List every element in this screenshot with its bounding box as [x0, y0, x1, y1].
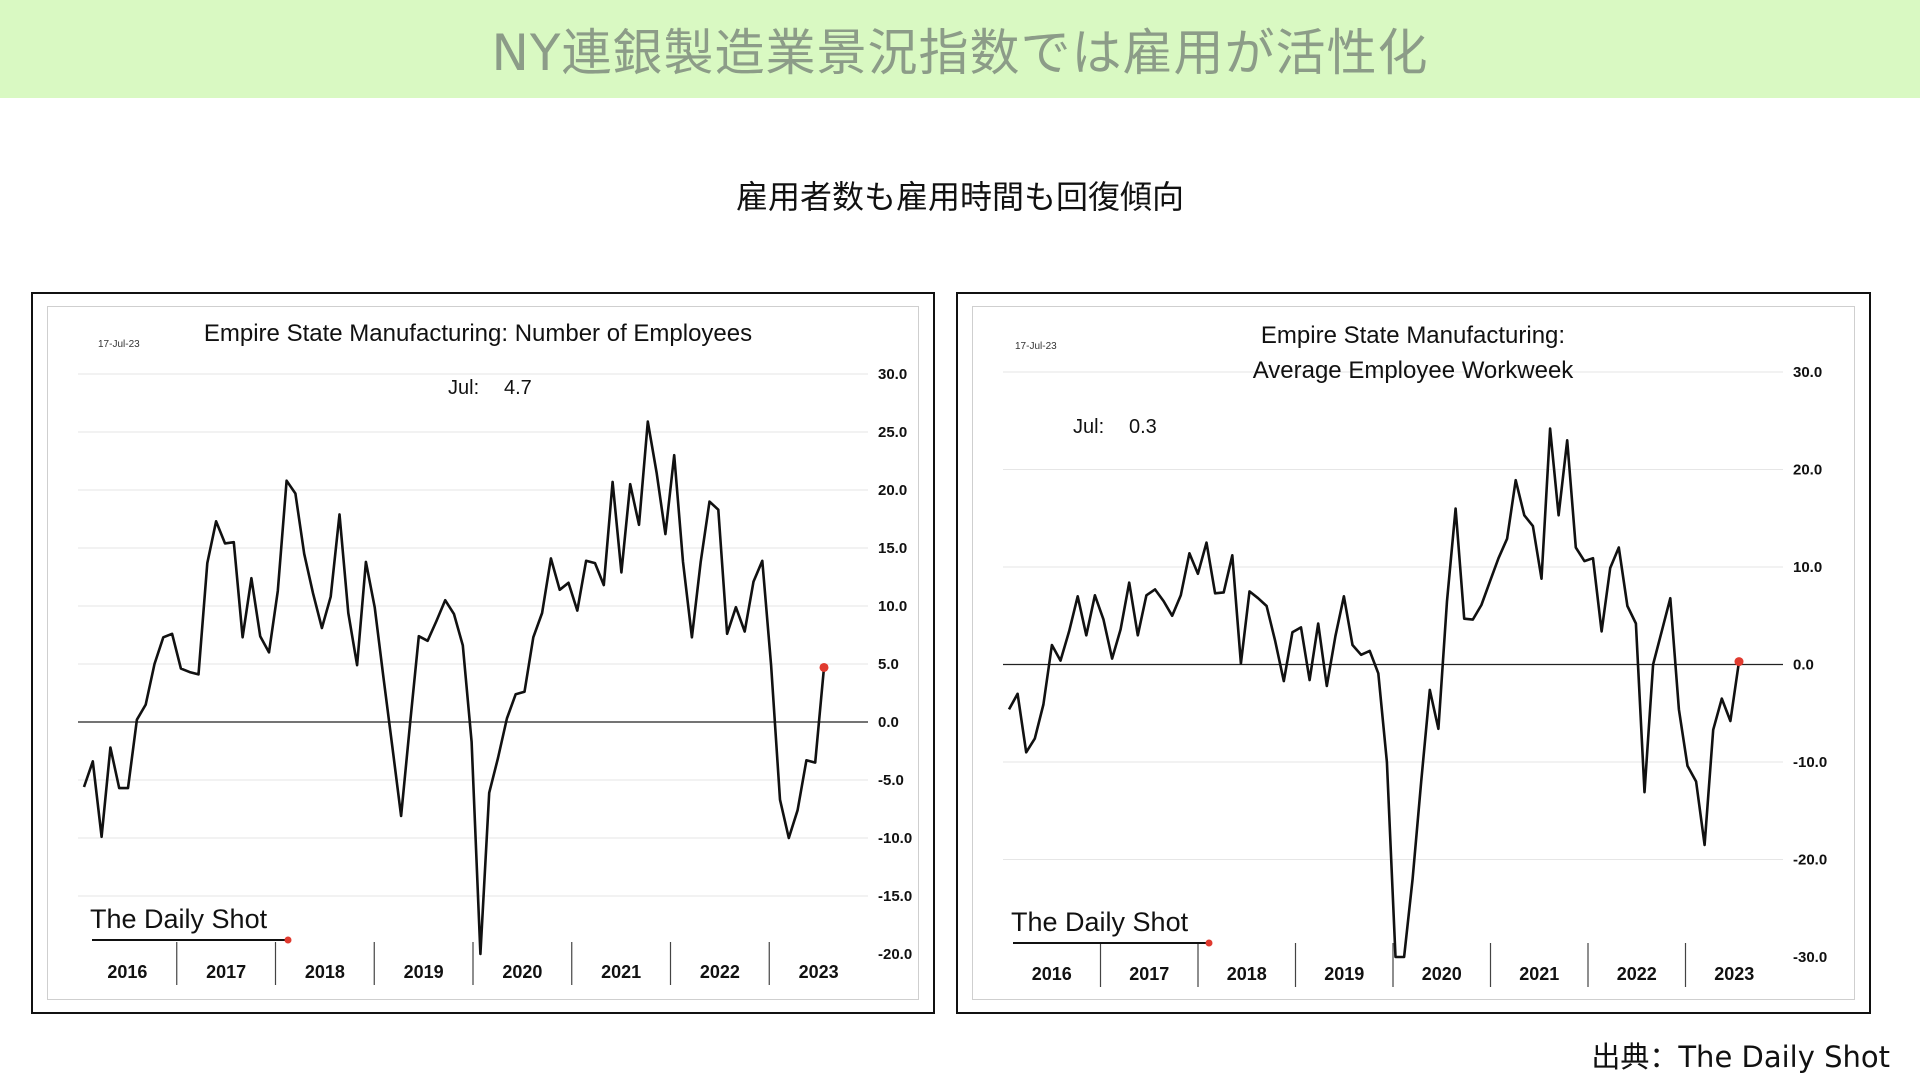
chart-frame-workweek: 30.0 20.0 10.0 0.0 -10.0 -20.0 -30.0 2016 2017 20…	[956, 292, 1871, 1014]
workweek-chart: 30.0 20.0 10.0 0.0 -10.0 -20.0 -30.0 2016 2017 20…	[1003, 322, 1827, 987]
y-tick-label: 0.0	[878, 714, 899, 731]
y-tick-label: 30.0	[1793, 364, 1822, 381]
y-tick-label: 20.0	[878, 482, 907, 499]
daily-shot-logo: The Daily Shot	[1011, 907, 1189, 937]
y-tick-label: -10.0	[1793, 754, 1827, 771]
page-subtitle: 雇用者数も雇用時間も回復傾向	[735, 178, 1184, 216]
y-tick-label: 15.0	[878, 540, 907, 557]
y-tick-label: -30.0	[1793, 949, 1827, 966]
chart-title: Empire State Manufacturing: Number of Em…	[204, 320, 752, 347]
y-tick-label: -15.0	[878, 888, 912, 905]
series-line	[1007, 427, 1741, 959]
annotation-value: 4.7	[504, 377, 532, 399]
title-banner: NY連銀製造業景況指数では雇用が活性化	[0, 0, 1920, 98]
source-credit: 出典：The Daily Shot	[1591, 1040, 1890, 1074]
chart-date: 17-Jul-23	[98, 339, 140, 350]
chart-frame-employees: 30.0 25.0 20.0 15.0 10.0 5.0 0.0 -5.0 -10.0 -15.0…	[31, 292, 935, 1014]
annotation-value: 0.3	[1129, 416, 1157, 438]
y-tick-label: 25.0	[878, 424, 907, 441]
last-point-marker	[1734, 657, 1744, 667]
chart-title: Average Employee Workweek	[1253, 357, 1575, 384]
last-point-marker	[819, 662, 829, 672]
page-title: NY連銀製造業景況指数では雇用が活性化	[491, 24, 1429, 82]
y-tick-label: -20.0	[878, 946, 912, 963]
y-tick-label: -20.0	[1793, 852, 1827, 869]
annotation-label: Jul:	[1073, 416, 1104, 438]
x-tick-label: 2019	[1324, 964, 1364, 984]
x-tick-label: 2018	[305, 962, 345, 982]
y-tick-label: 20.0	[1793, 462, 1822, 479]
x-tick-label: 2016	[107, 962, 147, 982]
x-tick-label: 2021	[601, 962, 641, 982]
x-tick-label: 2023	[799, 962, 839, 982]
daily-shot-logo: The Daily Shot	[90, 904, 268, 934]
annotation-label: Jul:	[448, 377, 479, 399]
x-tick-label: 2022	[700, 962, 740, 982]
x-tick-label: 2020	[502, 962, 542, 982]
chart-panel-employees: 30.0 25.0 20.0 15.0 10.0 5.0 0.0 -5.0 -10.0 -15.0…	[47, 306, 919, 1000]
x-tick-label: 2019	[404, 962, 444, 982]
x-tick-label: 2020	[1422, 964, 1462, 984]
logo-dot	[1205, 939, 1213, 947]
y-tick-label: 30.0	[878, 366, 907, 383]
employees-chart: 30.0 25.0 20.0 15.0 10.0 5.0 0.0 -5.0 -10.0 -15.0…	[78, 320, 912, 985]
x-tick-label: 2017	[1129, 964, 1169, 984]
y-tick-label: -10.0	[878, 830, 912, 847]
y-tick-label: 10.0	[1793, 559, 1822, 576]
series-line	[82, 420, 826, 956]
logo-dot	[284, 936, 292, 944]
y-tick-label: 5.0	[878, 656, 899, 673]
chart-date: 17-Jul-23	[1015, 341, 1057, 352]
y-tick-label: 0.0	[1793, 657, 1814, 674]
x-tick-label: 2018	[1227, 964, 1267, 984]
x-tick-label: 2022	[1617, 964, 1657, 984]
x-tick-label: 2016	[1032, 964, 1072, 984]
x-tick-label: 2017	[206, 962, 246, 982]
chart-panel-workweek: 30.0 20.0 10.0 0.0 -10.0 -20.0 -30.0 2016 2017 20…	[972, 306, 1855, 1000]
x-tick-label: 2023	[1714, 964, 1754, 984]
chart-title: Empire State Manufacturing:	[1261, 322, 1565, 349]
y-tick-label: -5.0	[878, 772, 904, 789]
y-tick-label: 10.0	[878, 598, 907, 615]
x-tick-label: 2021	[1519, 964, 1559, 984]
